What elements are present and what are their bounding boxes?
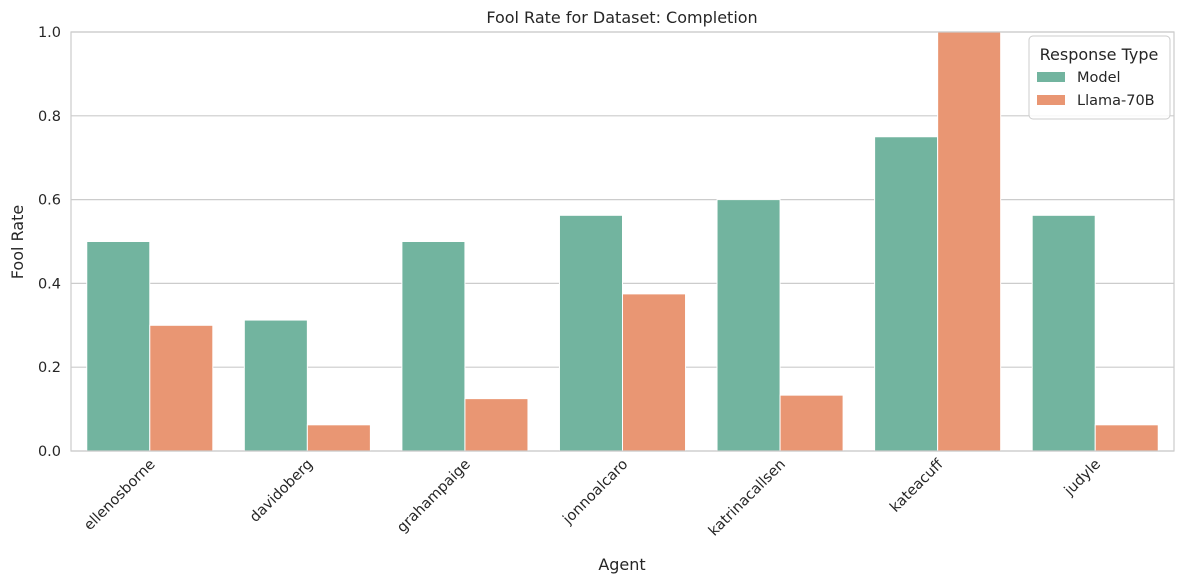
bar-model-ellenosborne [86,241,151,452]
y-tick-label: 0.2 [38,360,61,376]
bar-model-katrinacallsen [716,199,781,452]
bars [86,31,1159,452]
bar-model-kateacuff [874,136,939,452]
x-axis-title: Agent [598,555,645,574]
bar-llama-70b-katrinacallsen [779,394,844,452]
x-tick-label: grahampaige [394,456,474,536]
x-tick-label: kateacuff [887,456,947,516]
legend-label-llama: Llama-70B [1077,93,1155,109]
x-tick-label: davidoberg [247,457,316,526]
bar-model-judyle [1031,214,1096,452]
bar-llama-70b-judyle [1094,424,1159,452]
bar-model-davidoberg [243,319,308,452]
legend-title: Response Type [1040,45,1159,64]
plot-frame [70,31,1175,452]
y-tick-label: 0.0 [38,444,61,460]
bar-model-jonnoalcaro [558,214,624,452]
bar-llama-70b-davidoberg [306,424,371,452]
bar-model-grahampaige [401,241,466,452]
x-tick-label: jonnoalcaro [560,456,632,528]
x-tick-labels: ellenosborne davidoberg grahampaige jonnoal… [81,456,1104,540]
legend-label-model: Model [1077,70,1121,86]
y-tick-label: 0.6 [38,193,61,209]
y-tick-label: 0.4 [38,276,61,292]
x-tick-label: katrinacallsen [706,457,789,540]
x-tick-label: ellenosborne [81,456,158,533]
legend: Response Type Model Llama-70B [1028,35,1171,120]
y-tick-label: 1.0 [38,25,61,41]
y-axis-title: Fool Rate [8,205,27,279]
chart-title: Fool Rate for Dataset: Completion [486,8,757,27]
y-tick-labels: 0.0 0.2 0.4 0.6 0.8 1.0 [38,25,61,460]
bar-llama-70b-grahampaige [464,398,529,452]
bar-llama-70b-jonnoalcaro [622,293,687,452]
legend-swatch-llama [1037,95,1065,105]
y-tick-label: 0.8 [38,109,61,125]
x-tick-label: judyle [1061,456,1104,499]
bar-llama-70b-ellenosborne [149,324,214,452]
legend-swatch-model [1037,72,1065,82]
bar-llama-70b-kateacuff [937,31,1002,452]
